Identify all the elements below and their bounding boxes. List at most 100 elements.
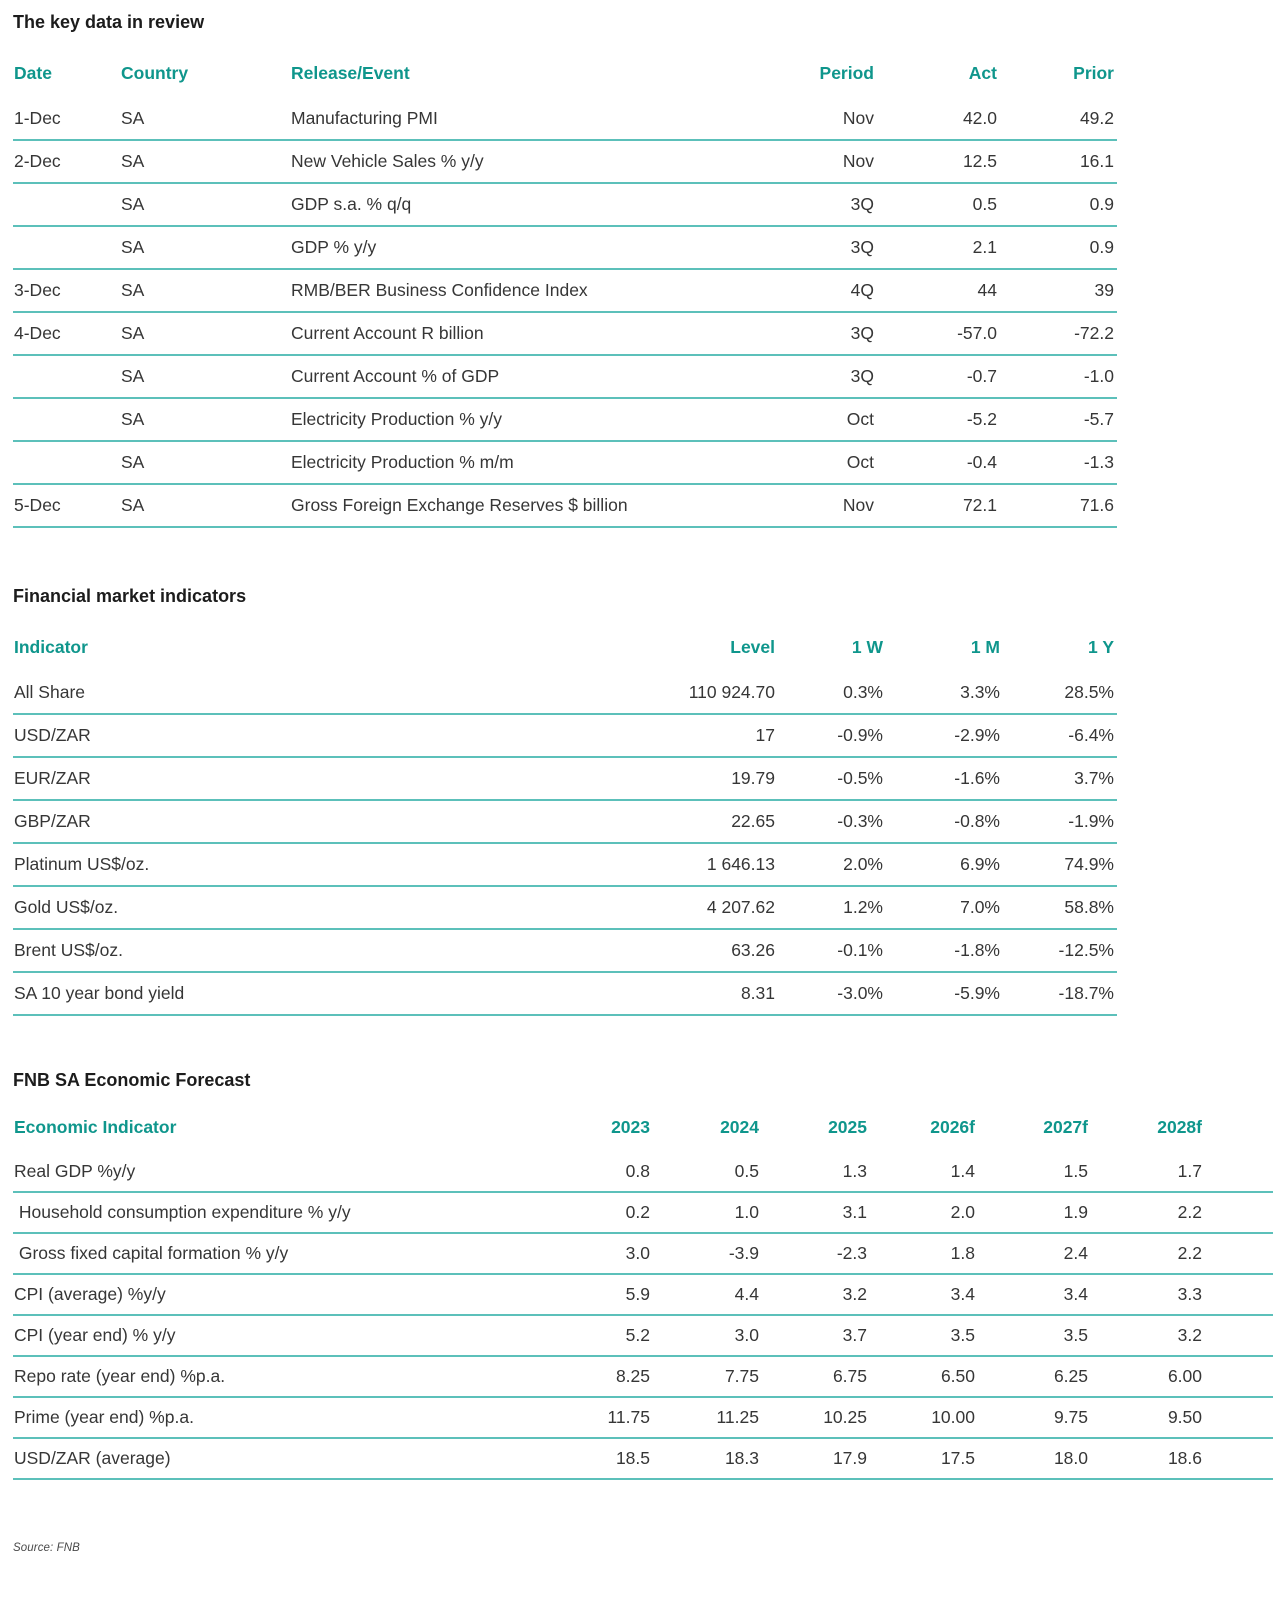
table-cell: 19.79 (668, 757, 778, 801)
table-cell: Gross Foreign Exchange Reserves $ billio… (290, 484, 716, 528)
key-data-table: Date Country Release/Event Period Act Prior 1-… (13, 63, 1117, 528)
table-cell: 4.4 (653, 1274, 762, 1316)
table-cell: GBP/ZAR (13, 800, 668, 844)
table-cell: 3.7 (762, 1315, 870, 1357)
table-cell: 2.2 (1091, 1192, 1205, 1234)
table-cell: -18.7% (1003, 972, 1117, 1016)
spacer-cell (1205, 1233, 1273, 1275)
table-cell: 7.75 (653, 1356, 762, 1398)
financial-indicators-table: Indicator Level 1 W 1 M 1 Y All Share 110 924.… (13, 637, 1117, 1016)
table-cell: 2.4 (978, 1233, 1091, 1275)
table-cell: 2.1 (877, 226, 1000, 270)
table-cell: 1.4 (870, 1152, 978, 1193)
table-cell: Brent US$/oz. (13, 929, 668, 973)
table-cell: CPI (average) %y/y (13, 1274, 543, 1316)
header-row: Economic Indicator 2023 2024 2025 2026f 2027f… (13, 1117, 1273, 1152)
table-cell (13, 226, 120, 270)
table-row: All Share 110 924.70 0.3% 3.3% 28.5% (13, 672, 1117, 715)
table-cell: -1.6% (886, 757, 1003, 801)
table-cell: USD/ZAR (13, 714, 668, 758)
table-cell: 3.3% (886, 672, 1003, 715)
table-cell: -0.8% (886, 800, 1003, 844)
table-cell: 17.5 (870, 1438, 978, 1480)
table-cell: SA (120, 484, 290, 528)
table-cell: 12.5 (877, 140, 1000, 184)
table-cell: All Share (13, 672, 668, 715)
table-cell: 10.00 (870, 1397, 978, 1439)
table-cell: 0.8 (543, 1152, 653, 1193)
table-cell: 17 (668, 714, 778, 758)
table-cell: 0.5 (653, 1152, 762, 1193)
table-cell: 6.75 (762, 1356, 870, 1398)
column-header: 2024 (720, 1117, 759, 1137)
table-row: CPI (average) %y/y 5.9 4.4 3.2 3.4 3.4 3.3 (13, 1274, 1273, 1316)
table-cell: 3Q (716, 226, 877, 270)
table-cell: -2.3 (762, 1233, 870, 1275)
table-cell: Electricity Production % m/m (290, 441, 716, 485)
table-cell: Nov (716, 98, 877, 141)
table-row: SA GDP % y/y 3Q 2.1 0.9 (13, 226, 1117, 270)
table-cell: 39 (1000, 269, 1117, 313)
table-cell (13, 441, 120, 485)
table-cell: 10.25 (762, 1397, 870, 1439)
column-header: Economic Indicator (14, 1117, 177, 1137)
table-cell: -3.0% (778, 972, 886, 1016)
table-row: 4-Dec SA Current Account R billion 3Q -57.0-… (13, 312, 1117, 356)
table-cell: 1 646.13 (668, 843, 778, 887)
table-row: Platinum US$/oz. 1 646.13 2.0% 6.9% 74.9% (13, 843, 1117, 887)
table-cell: 0.5 (877, 183, 1000, 227)
table-cell: 18.3 (653, 1438, 762, 1480)
table-row: Gross fixed capital formation % y/y 3.0 -3… (13, 1233, 1273, 1275)
table-cell: -12.5% (1003, 929, 1117, 973)
section-title-key-data: The key data in review (13, 12, 205, 32)
table-cell: 1.0 (653, 1192, 762, 1234)
table-cell: SA (120, 98, 290, 141)
table-row: 2-Dec SA New Vehicle Sales % y/y Nov 12.5 16.… (13, 140, 1117, 184)
table-cell: 1.3 (762, 1152, 870, 1193)
table-cell: 28.5% (1003, 672, 1117, 715)
table-cell: Manufacturing PMI (290, 98, 716, 141)
table-cell: 44 (877, 269, 1000, 313)
table-cell: 7.0% (886, 886, 1003, 930)
table-cell: 3.4 (978, 1274, 1091, 1316)
source-note: Source: FNB (13, 1542, 80, 1554)
table-row: Repo rate (year end) %p.a. 8.25 7.75 6.75 6.… (13, 1356, 1273, 1398)
table-cell: -0.9% (778, 714, 886, 758)
table-cell: -2.9% (886, 714, 1003, 758)
table-cell: Household consumption expenditure % y/y (13, 1192, 543, 1234)
table-cell: RMB/BER Business Confidence Index (290, 269, 716, 313)
table-cell: -0.7 (877, 355, 1000, 399)
table-cell: Nov (716, 484, 877, 528)
table-row: USD/ZAR 17 -0.9% -2.9% -6.4% (13, 714, 1117, 758)
spacer-cell (1205, 1315, 1273, 1357)
column-header: 1 Y (1088, 637, 1114, 657)
section-title-forecast: FNB SA Economic Forecast (13, 1070, 251, 1090)
table-cell: Prime (year end) %p.a. (13, 1397, 543, 1439)
table-row: SA GDP s.a. % q/q 3Q 0.5 0.9 (13, 183, 1117, 227)
table-cell: CPI (year end) % y/y (13, 1315, 543, 1357)
table-cell: 0.9 (1000, 183, 1117, 227)
table-cell: 6.00 (1091, 1356, 1205, 1398)
table-cell: SA (120, 312, 290, 356)
table-cell: Nov (716, 140, 877, 184)
table-cell: 1.7 (1091, 1152, 1205, 1193)
table-cell: Gold US$/oz. (13, 886, 668, 930)
table-cell: -5.2 (877, 398, 1000, 442)
table-cell: 17.9 (762, 1438, 870, 1480)
table-cell (13, 183, 120, 227)
table-cell: SA (120, 441, 290, 485)
table-cell: -0.5% (778, 757, 886, 801)
table-cell: 3.4 (870, 1274, 978, 1316)
table-cell: 2.0 (870, 1192, 978, 1234)
table-cell (13, 355, 120, 399)
table-cell: -3.9 (653, 1233, 762, 1275)
table-cell: 0.9 (1000, 226, 1117, 270)
table-cell: 42.0 (877, 98, 1000, 141)
column-header: Indicator (14, 637, 88, 657)
table-cell: Repo rate (year end) %p.a. (13, 1356, 543, 1398)
table-cell: SA (120, 355, 290, 399)
table-cell: SA (120, 398, 290, 442)
table-cell: 58.8% (1003, 886, 1117, 930)
table-cell: 3.7% (1003, 757, 1117, 801)
header-row: Indicator Level 1 W 1 M 1 Y (13, 637, 1117, 672)
